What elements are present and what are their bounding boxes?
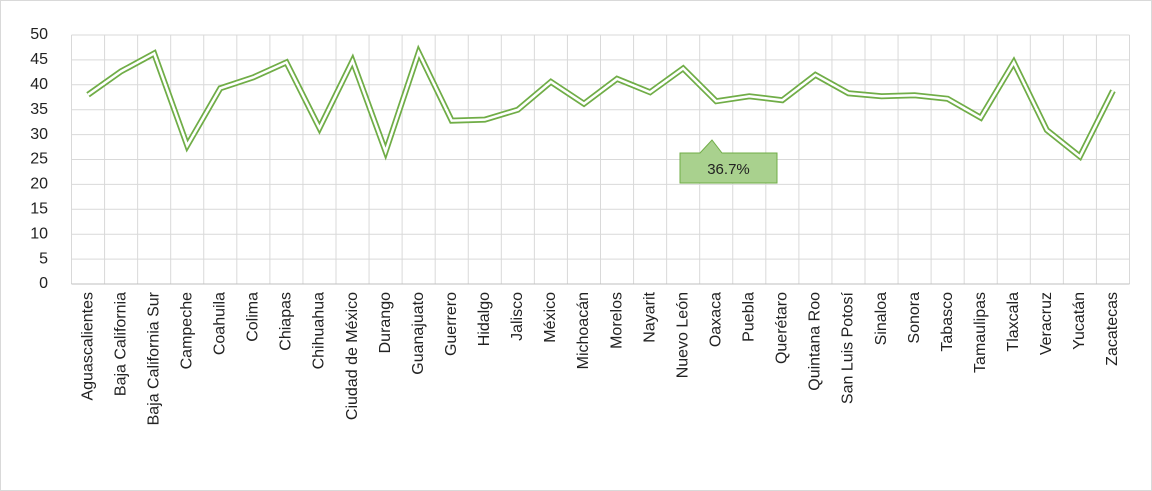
y-tick-label: 40 xyxy=(30,76,48,93)
x-tick-label: Morelos xyxy=(608,292,625,349)
x-tick-label: San Luis Potosí xyxy=(840,291,857,404)
line-highlight xyxy=(87,49,1115,159)
x-tick-label: Aguascalientes xyxy=(79,292,96,401)
x-tick-label: Michoacán xyxy=(575,292,592,369)
x-tick-label: Oaxaca xyxy=(707,292,724,347)
x-tick-label: Chihuahua xyxy=(311,292,328,370)
y-tick-label: 5 xyxy=(39,250,48,267)
x-tick-label: Quintana Roo xyxy=(807,292,824,391)
y-tick-label: 35 xyxy=(30,101,48,118)
x-tick-label: Yucatán xyxy=(1071,292,1088,350)
y-tick-label: 15 xyxy=(30,201,48,218)
x-tick-label: Guanajuato xyxy=(410,292,427,375)
x-tick-label: Sinaloa xyxy=(873,292,890,345)
x-tick-label: Sonora xyxy=(906,292,923,344)
x-tick-label: Chiapas xyxy=(278,292,295,351)
x-tick-label: Campeche xyxy=(178,292,195,369)
annotation-callout xyxy=(679,139,778,184)
y-tick-label: 50 xyxy=(30,26,48,43)
x-tick-label: Coahuila xyxy=(212,292,229,355)
x-tick-label: Durango xyxy=(377,292,394,353)
x-tick-label: Ciudad de México xyxy=(344,292,361,420)
x-tick-label: Tlaxcala xyxy=(1005,292,1022,352)
x-tick-label: Nayarit xyxy=(641,291,658,342)
y-tick-label: 10 xyxy=(30,225,48,242)
x-tick-label: Puebla xyxy=(741,292,758,342)
x-tick-label: Tabasco xyxy=(939,292,956,352)
x-tick-label: Baja California Sur xyxy=(145,291,162,425)
y-tick-label: 45 xyxy=(30,51,48,68)
x-tick-label: Guerrero xyxy=(443,292,460,356)
y-tick-label: 30 xyxy=(30,126,48,143)
x-tick-label: Veracruz xyxy=(1038,292,1055,355)
y-tick-label: 20 xyxy=(30,176,48,193)
x-tick-label: Nuevo León xyxy=(674,292,691,378)
x-tick-label: Hidalgo xyxy=(476,292,493,346)
annotation-text: 36.7% xyxy=(707,161,750,178)
x-tick-label: Baja California xyxy=(112,292,129,396)
x-tick-label: Colima xyxy=(245,292,262,342)
x-tick-label: México xyxy=(542,292,559,343)
y-tick-label: 0 xyxy=(39,275,48,292)
x-tick-label: Tamaulipas xyxy=(972,292,989,373)
x-tick-label: Querétaro xyxy=(774,292,791,364)
y-tick-label: 25 xyxy=(30,151,48,168)
x-tick-label: Zacatecas xyxy=(1104,292,1121,366)
x-tick-label: Jalisco xyxy=(509,292,526,341)
